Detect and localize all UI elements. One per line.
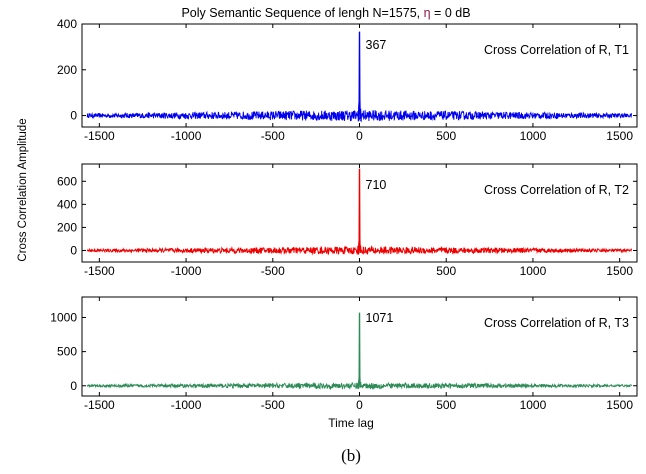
x-tick-label: -500 (261, 264, 285, 278)
legend-text: Cross Correlation of R, T3 (484, 316, 629, 330)
x-tick-label: 1000 (520, 398, 547, 412)
x-tick-label: 1000 (520, 129, 547, 143)
y-tick-label: 0 (70, 109, 77, 123)
y-tick-label: 600 (57, 174, 77, 188)
y-tick-label: 400 (57, 17, 77, 31)
x-tick-label: -1500 (84, 264, 115, 278)
peak-annotation: 1071 (366, 311, 394, 325)
subplot-3: -1500 -1000 -500 0 500 1000 1500 0 500 1000 1071 Cr… (50, 296, 638, 412)
x-tick-label: -1500 (84, 129, 115, 143)
y-tick-label: 400 (57, 197, 77, 211)
peak-annotation: 710 (366, 178, 387, 192)
peak-line (357, 312, 362, 389)
peak-annotation: 367 (366, 38, 387, 52)
figure-title-prefix: Poly Semantic Sequence of lengh N=1575, (181, 6, 423, 20)
x-tick-label: 500 (436, 398, 456, 412)
x-tick-label: -1000 (171, 129, 202, 143)
x-tick-label: 0 (356, 129, 363, 143)
x-tick-label: -1000 (171, 264, 202, 278)
x-axis-label: Time lag (328, 416, 374, 430)
y-tick-label: 0 (70, 243, 77, 257)
x-tick-label: -500 (261, 398, 285, 412)
legend-text: Cross Correlation of R, T2 (484, 183, 629, 197)
y-axis-label: Cross Correlation Amplitude (17, 118, 29, 261)
x-tick-label: 500 (436, 264, 456, 278)
y-tick-label: 500 (57, 345, 77, 359)
x-tick-label: 0 (356, 264, 363, 278)
y-tick-label: 200 (57, 63, 77, 77)
x-tick-label: -500 (261, 129, 285, 143)
peak-line (357, 31, 362, 122)
x-tick-label: -1500 (84, 398, 115, 412)
subplot-1: -1500 -1000 -500 0 500 1000 1500 0 200 400 367 Cros… (57, 17, 638, 143)
figure-title: Poly Semantic Sequence of lengh N=1575, … (181, 6, 470, 20)
subplot-2: -1500 -1000 -500 0 500 1000 1500 0 200 400 600 710 C… (57, 163, 638, 278)
x-tick-label: 0 (356, 398, 363, 412)
subplot-panels: -1500 -1000 -500 0 500 1000 1500 0 200 400 367 Cros… (50, 17, 638, 412)
x-tick-label: 1500 (606, 129, 633, 143)
x-tick-label: 500 (436, 129, 456, 143)
x-tick-label: 1500 (606, 264, 633, 278)
figure-title-symbol: η (424, 6, 431, 20)
x-tick-label: 1000 (520, 264, 547, 278)
y-tick-label: 0 (70, 379, 77, 393)
peak-line (357, 168, 362, 255)
y-tick-label: 1000 (50, 310, 77, 324)
figure-caption: (b) (341, 446, 361, 465)
legend-text: Cross Correlation of R, T1 (484, 43, 629, 57)
y-tick-label: 200 (57, 220, 77, 234)
x-tick-label: 1500 (606, 398, 633, 412)
figure-title-suffix: = 0 dB (431, 6, 471, 20)
x-tick-label: -1000 (171, 398, 202, 412)
